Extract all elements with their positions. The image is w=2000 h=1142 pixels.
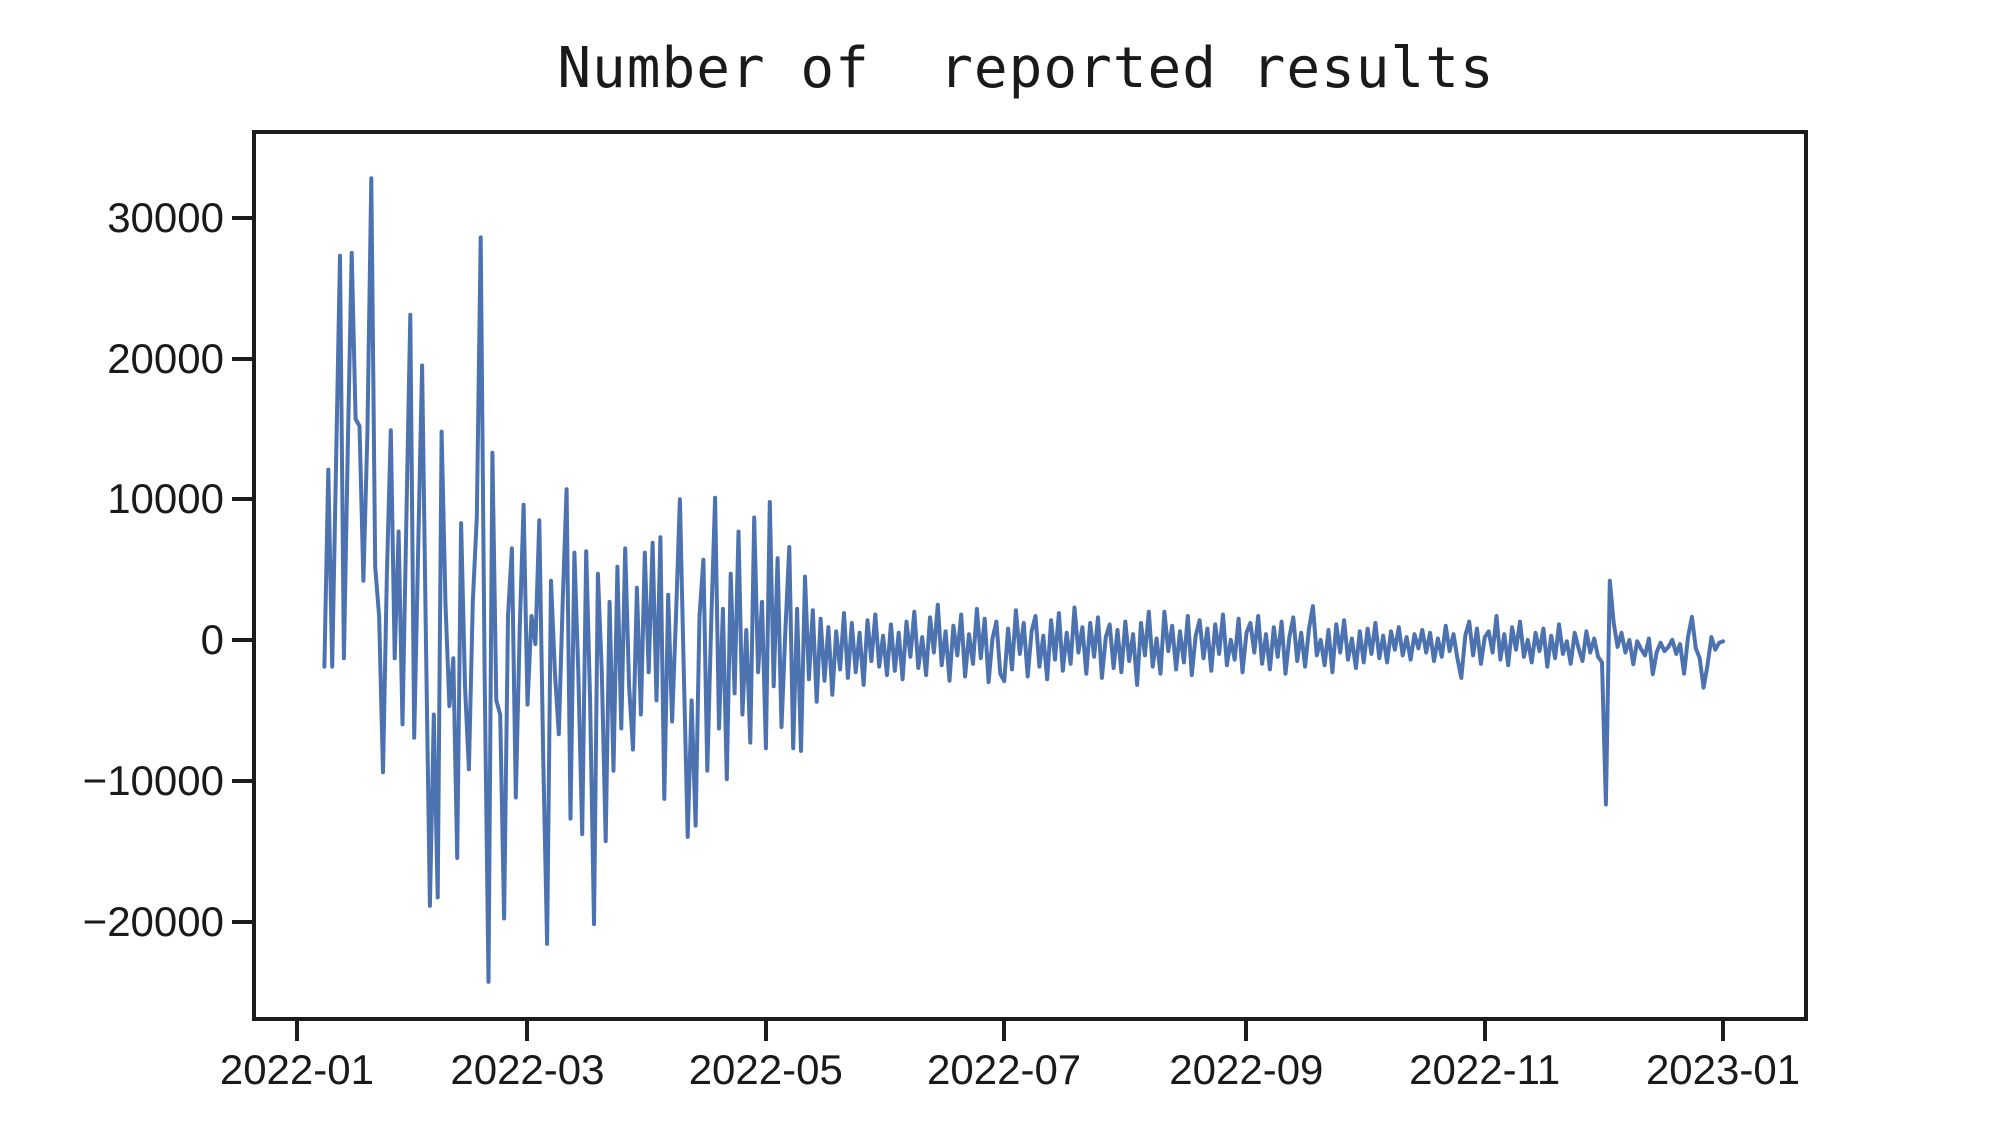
x-tick-label: 2022-11 <box>1409 1046 1561 1093</box>
y-tick-mark <box>232 497 252 502</box>
x-tick-mark <box>1721 1021 1726 1041</box>
y-tick-label: 20000 <box>107 334 224 382</box>
x-tick-label: 2022-09 <box>1169 1046 1324 1093</box>
x-tick-label: 2022-07 <box>927 1046 1082 1093</box>
x-tick-mark <box>1244 1021 1249 1041</box>
x-tick-label: 2022-03 <box>450 1046 605 1093</box>
x-tick-mark <box>1002 1021 1007 1041</box>
y-tick-mark <box>232 778 252 783</box>
line-series-svg <box>322 176 1726 984</box>
x-tick-label: 2023-01 <box>1645 1046 1801 1093</box>
x-tick-label: 2022-01 <box>219 1046 374 1093</box>
y-tick-label: −20000 <box>82 897 224 945</box>
y-tick-mark <box>232 919 252 924</box>
plot-area <box>252 130 1808 1021</box>
y-tick-mark <box>232 356 252 361</box>
series-line <box>322 176 1726 984</box>
x-tick-label: 2022-05 <box>688 1046 843 1093</box>
x-tick-mark <box>1482 1021 1487 1041</box>
x-tick-mark <box>525 1021 530 1041</box>
y-tick-label: 10000 <box>107 475 224 523</box>
y-tick-mark <box>232 215 252 220</box>
y-tick-mark <box>232 638 252 643</box>
x-tick-mark <box>763 1021 768 1041</box>
y-tick-label: 30000 <box>107 193 224 241</box>
chart-title: Number of reported results <box>557 36 1495 101</box>
x-tick-mark <box>294 1021 299 1041</box>
y-tick-label: 0 <box>200 616 224 664</box>
y-tick-label: −10000 <box>82 756 224 804</box>
